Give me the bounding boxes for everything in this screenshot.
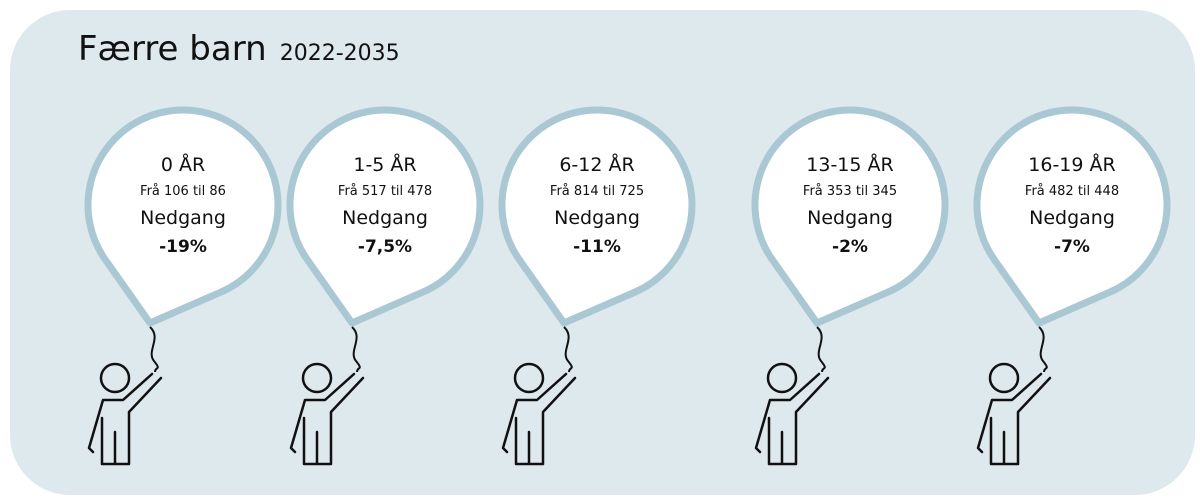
- person-head: [99, 362, 131, 394]
- change-percent: -19%: [159, 237, 207, 257]
- balloon: [286, 106, 484, 327]
- balloon-group: 6-12 ÅR Frå 814 til 725 Nedgang -11%: [498, 106, 696, 466]
- count-range: Frå 106 til 86: [140, 184, 226, 199]
- balloon-group: 13-15 ÅR Frå 353 til 345 Nedgang -2%: [751, 106, 949, 466]
- change-percent: -11%: [573, 237, 621, 257]
- title: Færre barn 2022-2035: [78, 29, 400, 69]
- person-body: [501, 372, 577, 466]
- change-percent: -7,5%: [358, 237, 412, 257]
- change-word: Nedgang: [554, 207, 640, 229]
- title-main: Færre barn: [78, 29, 267, 69]
- age-group: 16-19 ÅR: [1028, 153, 1115, 176]
- balloon-string: [351, 326, 361, 373]
- change-word: Nedgang: [140, 207, 226, 229]
- balloon-group: 0 ÅR Frå 106 til 86 Nedgang -19%: [84, 106, 282, 466]
- person-body: [289, 372, 365, 466]
- count-range: Frå 814 til 725: [550, 184, 644, 199]
- person-body: [976, 372, 1052, 466]
- count-range: Frå 353 til 345: [803, 184, 897, 199]
- balloon-string: [1038, 326, 1048, 373]
- change-word: Nedgang: [342, 207, 428, 229]
- balloon-group: 1-5 ÅR Frå 517 til 478 Nedgang -7,5%: [286, 106, 484, 466]
- change-word: Nedgang: [1029, 207, 1115, 229]
- change-percent: -2%: [832, 237, 868, 257]
- age-group: 0 ÅR: [161, 153, 205, 176]
- age-group: 1-5 ÅR: [353, 153, 416, 176]
- title-years: 2022-2035: [280, 41, 400, 66]
- person-head: [301, 362, 333, 394]
- balloon: [751, 106, 949, 327]
- balloon-group: 16-19 ÅR Frå 482 til 448 Nedgang -7%: [973, 106, 1171, 466]
- age-group: 6-12 ÅR: [559, 153, 634, 176]
- age-group: 13-15 ÅR: [806, 153, 893, 176]
- count-range: Frå 517 til 478: [338, 184, 432, 199]
- balloon: [498, 106, 696, 327]
- person-body: [754, 372, 830, 466]
- balloon: [84, 106, 282, 327]
- count-range: Frå 482 til 448: [1025, 184, 1119, 199]
- person-body: [87, 372, 163, 466]
- balloon-string: [816, 326, 826, 373]
- balloon-string: [563, 326, 573, 373]
- person-head: [766, 362, 798, 394]
- change-percent: -7%: [1054, 237, 1090, 257]
- change-word: Nedgang: [807, 207, 893, 229]
- balloon: [973, 106, 1171, 327]
- balloon-string: [149, 326, 159, 373]
- person-head: [513, 362, 545, 394]
- person-head: [988, 362, 1020, 394]
